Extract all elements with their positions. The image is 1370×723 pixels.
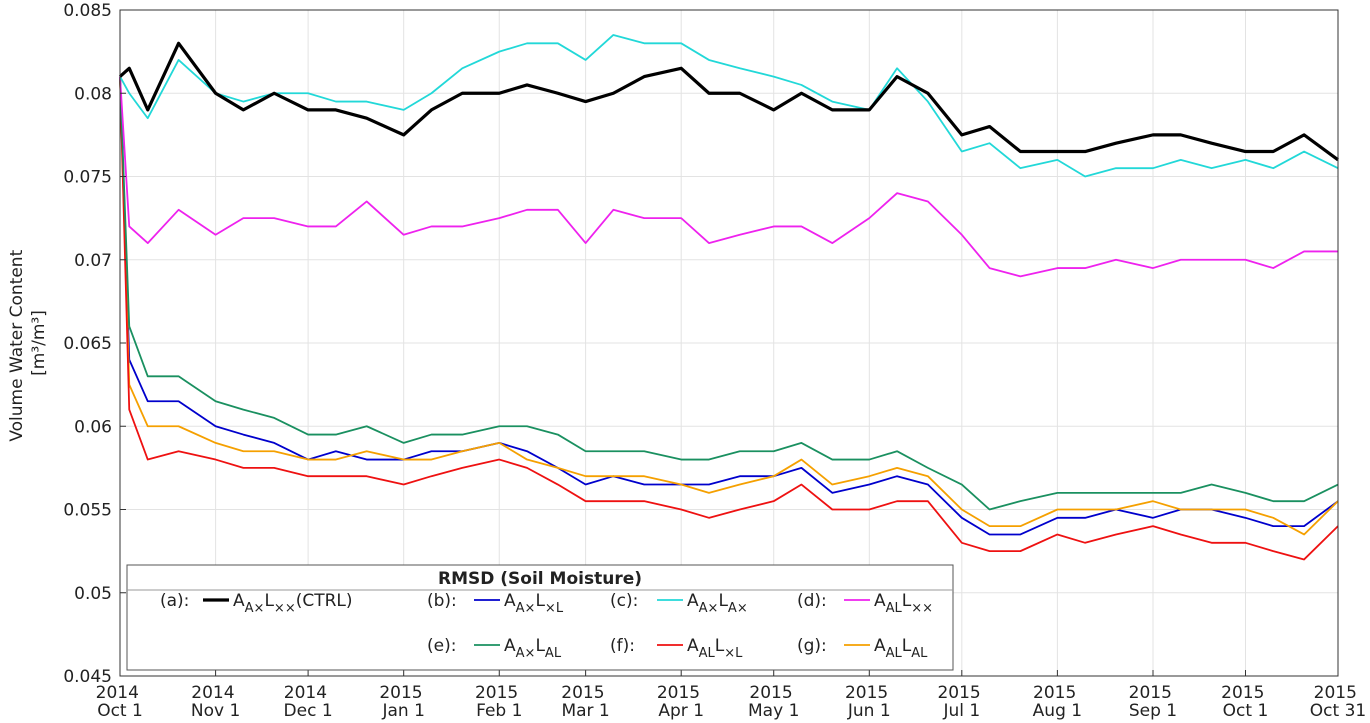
- legend-name-part: AL: [545, 646, 562, 661]
- legend-entry: AALLAL: [874, 636, 928, 661]
- series-line: [119, 34, 1339, 178]
- legend-name-part: A: [687, 591, 699, 611]
- x-tick-label: 2015 May 1: [748, 683, 799, 721]
- legend-title: RMSD (Soil Moisture): [438, 569, 642, 589]
- x-tick-label: 2015 Mar 1: [561, 683, 610, 721]
- legend-name-part: L: [718, 591, 728, 611]
- legend-name-part: AL: [699, 646, 716, 661]
- legend-entry: AA×LA×: [687, 591, 748, 616]
- legend-name-part: L: [902, 591, 912, 611]
- x-tick-label: 2015 Feb 1: [475, 683, 524, 721]
- y-tick-label: 0.085: [63, 1, 112, 21]
- legend-entry: AALL×L: [687, 636, 743, 661]
- legend-label: (c):: [610, 591, 638, 611]
- legend-name-part: AL: [886, 646, 903, 661]
- x-tick-label: 2015 Jul 1: [937, 683, 986, 721]
- legend-name-part: A: [504, 636, 516, 656]
- legend-name-part: A×: [728, 601, 748, 616]
- ticks: 0.045 0.05 0.055 0.06 0.065 0.07 0.075 0.08 0.08…: [63, 1, 1366, 721]
- legend-name-part: A: [504, 591, 516, 611]
- legend-entry: AA×L××(CTRL): [233, 591, 353, 616]
- y-tick-label: 0.07: [74, 251, 112, 271]
- legend-name-part: A×: [699, 601, 719, 616]
- legend-label: (g):: [797, 636, 827, 656]
- legend-name-part: A: [874, 636, 886, 656]
- legend-entry: AA×L×L: [504, 591, 564, 616]
- y-axis-label-line: Volume Water Content: [7, 249, 27, 441]
- x-tick-label: 2015 Sep 1: [1129, 683, 1178, 721]
- series-line: [119, 76, 1339, 561]
- legend-name-part: A: [687, 636, 699, 656]
- y-tick-label: 0.065: [63, 334, 112, 354]
- x-tick-label: 2014 Dec 1: [284, 683, 333, 721]
- legend-entry: AALL××: [874, 591, 933, 616]
- legend-label: (a):: [160, 591, 189, 611]
- legend-name-part: (CTRL): [296, 591, 353, 611]
- legend-name-part: L: [715, 636, 725, 656]
- x-tick-label: 2015 Oct 1: [1221, 683, 1270, 721]
- legend-name-part: L: [902, 636, 912, 656]
- legend-name-part: L: [264, 591, 274, 611]
- legend-label: (f):: [610, 636, 635, 656]
- x-tick-label: 2014 Oct 1: [96, 683, 145, 721]
- legend-label: (d):: [797, 591, 827, 611]
- x-tick-label: 2015 Jun 1: [845, 683, 894, 721]
- legend-name-part: L: [535, 591, 545, 611]
- x-tick-label: 2015 Jan 1: [379, 683, 428, 721]
- legend-name-part: ××: [911, 601, 933, 616]
- legend-name-part: ××: [274, 601, 296, 616]
- legend: RMSD (Soil Moisture) (a): AA×L××(CTRL) (b)…: [126, 564, 954, 671]
- legend-label: (b):: [427, 591, 457, 611]
- legend-name-part: AL: [886, 601, 903, 616]
- legend-name-part: ×L: [545, 601, 564, 616]
- y-tick-label: 0.075: [63, 168, 112, 188]
- plot-lines: [118, 34, 1339, 561]
- series-line: [118, 41, 1339, 162]
- legend-label: (e):: [427, 636, 456, 656]
- y-tick-label: 0.06: [74, 417, 112, 437]
- legend-name-part: A: [233, 591, 245, 611]
- legend-box: [126, 564, 954, 671]
- series-line: [119, 76, 1338, 278]
- y-axis-label-line: [m³/m³]: [29, 310, 49, 376]
- y-tick-label: 0.08: [74, 84, 112, 104]
- x-tick-label: 2015 Oct 31: [1310, 683, 1366, 721]
- y-tick-label: 0.05: [74, 584, 112, 604]
- legend-name-part: A×: [245, 601, 265, 616]
- series-line: [119, 76, 1339, 511]
- legend-entry: AA×LAL: [504, 636, 562, 661]
- y-tick-label: 0.055: [63, 501, 112, 521]
- series-line: [119, 76, 1339, 536]
- legend-name-part: A×: [516, 646, 536, 661]
- y-tick-label: 0.045: [63, 667, 112, 687]
- x-tick-label: 2014 Nov 1: [191, 683, 240, 721]
- legend-name-part: A: [874, 591, 886, 611]
- series-line: [119, 76, 1339, 536]
- legend-name-part: ×L: [724, 646, 743, 661]
- legend-name-part: L: [535, 636, 545, 656]
- legend-name-part: AL: [911, 646, 928, 661]
- legend-name-part: A×: [516, 601, 536, 616]
- y-axis-label: Volume Water Content [m³/m³]: [7, 244, 49, 441]
- x-tick-label: 2015 Aug 1: [1033, 683, 1082, 721]
- x-tick-label: 2015 Apr 1: [657, 683, 706, 721]
